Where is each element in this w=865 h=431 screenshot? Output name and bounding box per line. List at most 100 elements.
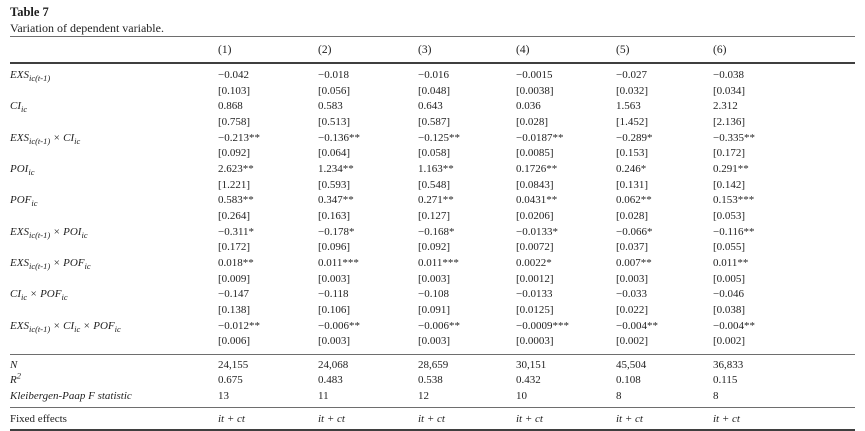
se-cell: [1.221] — [218, 178, 251, 191]
se-cell: [0.264] — [218, 209, 251, 222]
stat-value: 36,833 — [713, 358, 744, 371]
se-cell: [0.034] — [713, 84, 746, 97]
stat-value: 24,068 — [318, 358, 349, 371]
coefficient-cell: −0.0187** — [516, 131, 564, 144]
coefficient-cell: 2.312 — [713, 100, 738, 113]
se-cell: [0.0206] — [516, 209, 554, 222]
se-cell: [0.022] — [616, 303, 649, 316]
se-cell: [0.0125] — [516, 303, 554, 316]
coefficient-cell: 0.153*** — [713, 194, 755, 207]
se-cell: [0.0843] — [516, 178, 554, 191]
se-cell: [0.106] — [318, 303, 351, 316]
fixed-effects-row: Fixed effects it + ct it + ct it + ct it + c… — [10, 408, 855, 431]
coefficient-cell: −0.046 — [713, 288, 744, 301]
fixed-effects-value: it + ct — [713, 412, 740, 425]
se-cell: [0.103] — [218, 84, 251, 97]
stat-value: 11 — [318, 389, 329, 402]
se-cell: [0.138] — [218, 303, 251, 316]
stat-row: N 24,155 24,068 28,659 30,151 45,504 36,833 — [10, 354, 855, 373]
se-cell: [0.131] — [616, 178, 649, 191]
table-caption: Table 7 Variation of dependent variable. — [10, 4, 865, 36]
coefficient-cell: −0.033 — [616, 288, 647, 301]
standard-error-row: [0.138] [0.106] [0.091] [0.0125] [0.022] [0.0… — [10, 303, 855, 319]
coefficient-row: EXSic(t-1) × CIic × POFic −0.012** −0.006*… — [10, 319, 855, 335]
standard-error-row: [0.006] [0.003] [0.003] [0.0003] [0.002] [0.0… — [10, 334, 855, 354]
standard-error-row: [0.103] [0.056] [0.048] [0.0038] [0.032] [0.0… — [10, 84, 855, 100]
se-cell: [0.064] — [318, 147, 351, 160]
stat-row: Kleibergen-Paap F statistic 13 11 12 10 8 8 — [10, 389, 855, 408]
fixed-effects-value: it + ct — [516, 412, 543, 425]
se-cell: [0.028] — [516, 115, 549, 128]
coefficient-cell: −0.066* — [616, 225, 653, 238]
stat-value: 0.115 — [713, 374, 738, 387]
table-subtitle: Variation of dependent variable. — [10, 21, 164, 35]
se-cell: [0.003] — [318, 272, 351, 285]
coefficient-row: EXSic(t-1) × POIic −0.311* −0.178* −0.168* −… — [10, 225, 855, 241]
standard-error-row: [0.172] [0.096] [0.092] [0.0072] [0.037] [0.0… — [10, 240, 855, 256]
stat-value: 30,151 — [516, 358, 547, 371]
fixed-effects-value: it + ct — [318, 412, 345, 425]
coefficient-cell: 0.246* — [616, 162, 647, 175]
stat-value: 12 — [418, 389, 429, 402]
coefficient-cell: −0.0009*** — [516, 319, 569, 332]
row-label: EXSic(t-1) × CIic × POFic — [10, 319, 121, 334]
se-cell: [0.142] — [713, 178, 746, 191]
row-label: CIic — [10, 100, 28, 115]
table-header: (1) (2) (3) (4) (5) (6) — [10, 37, 855, 63]
se-cell: [0.002] — [713, 335, 746, 348]
column-header: (2) — [318, 43, 332, 56]
coefficient-cell: −0.116** — [713, 225, 755, 238]
stat-value: 0.108 — [616, 374, 641, 387]
row-label: POIic — [10, 162, 35, 178]
coefficient-cell: 2.623** — [218, 162, 254, 175]
coefficient-cell: 0.007** — [616, 256, 652, 269]
se-cell: [0.058] — [418, 147, 451, 160]
se-cell: [0.053] — [713, 209, 746, 222]
coefficient-cell: −0.027 — [616, 69, 647, 81]
statistics-section: N 24,155 24,068 28,659 30,151 45,504 36,833 R2 0… — [10, 354, 855, 408]
stat-label: N — [10, 358, 18, 371]
coefficient-cell: 0.036 — [516, 100, 541, 113]
coefficient-cell: 1.563 — [616, 100, 641, 113]
coefficient-cell: −0.0133* — [516, 225, 558, 238]
coefficient-cell: 0.347** — [318, 194, 354, 207]
coefficient-cell: −0.136** — [318, 131, 360, 144]
coefficient-cell: −0.038 — [713, 69, 744, 81]
se-cell: [0.092] — [218, 147, 251, 160]
se-cell: [0.548] — [418, 178, 451, 191]
coefficient-cell: −0.042 — [218, 69, 249, 81]
coefficient-cell: −0.335** — [713, 131, 755, 144]
coefficient-cell: 0.643 — [418, 100, 443, 113]
coefficient-cell: 0.018** — [218, 256, 254, 269]
se-cell: [0.006] — [218, 335, 251, 348]
coefficient-cell: 1.163** — [418, 162, 454, 175]
row-label: EXSic(t-1) — [10, 69, 51, 84]
row-label: EXSic(t-1) × CIic — [10, 131, 81, 146]
stat-value: 8 — [616, 389, 622, 402]
se-cell: [0.096] — [318, 241, 351, 254]
stat-value: 28,659 — [418, 358, 449, 371]
coefficient-cell: −0.0133 — [516, 288, 553, 301]
stat-value: 0.538 — [418, 374, 443, 387]
coefficient-cell: −0.004** — [713, 319, 755, 332]
coefficient-cell: −0.213** — [218, 131, 260, 144]
se-cell: [0.513] — [318, 115, 351, 128]
row-label: EXSic(t-1) × POFic — [10, 256, 91, 272]
se-cell: [0.593] — [318, 178, 351, 191]
se-cell: [0.055] — [713, 241, 746, 254]
coefficient-row: CIic × POFic −0.147 −0.118 −0.108 −0.0133 −0.… — [10, 287, 855, 303]
se-cell: [0.056] — [318, 84, 351, 97]
coefficient-cell: −0.178* — [318, 225, 355, 238]
se-cell: [0.092] — [418, 241, 451, 254]
se-cell: [0.091] — [418, 303, 451, 316]
coefficient-cell: −0.147 — [218, 288, 249, 301]
column-header: (4) — [516, 43, 530, 56]
se-cell: [0.003] — [616, 272, 649, 285]
stat-label: Kleibergen-Paap F statistic — [10, 389, 132, 402]
coefficient-cell: 0.062** — [616, 194, 652, 207]
stat-value: 0.675 — [218, 374, 243, 387]
stat-value: 0.432 — [516, 374, 541, 387]
coefficient-cell: −0.108 — [418, 288, 449, 301]
coefficient-cell: 0.291** — [713, 162, 749, 175]
coefficient-cell: 0.1726** — [516, 162, 558, 175]
